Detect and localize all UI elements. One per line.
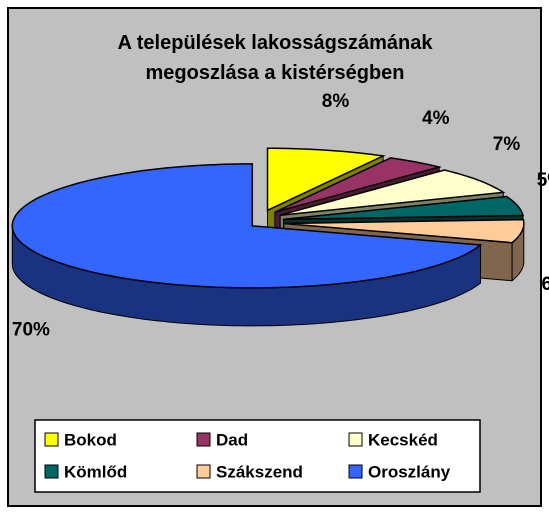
legend-label: Kömlőd [64,462,127,481]
data-label: 4% [422,108,450,129]
legend-label: Dad [216,430,248,449]
legend-label: Szákszend [216,462,303,481]
legend-label: Kecskéd [368,430,438,449]
slice [283,218,525,244]
legend-swatch [44,432,59,447]
legend [34,419,481,493]
legend-swatch [196,432,211,447]
chart-title: A települések lakosságszámának megoszlás… [117,32,433,84]
slice [11,163,483,289]
data-label: 7% [493,134,521,155]
legend-swatch [348,464,363,479]
slice [266,147,386,212]
data-label: 5% [537,170,549,191]
data-label: 6% [542,274,549,295]
slice [283,195,524,221]
legend-label: Bokod [64,430,117,449]
legend-swatch [44,464,59,479]
legend-swatch [348,432,363,447]
data-label: 8% [322,91,350,112]
slice [280,169,506,216]
legend-label: Oroszlány [368,462,451,481]
data-label: 70% [12,320,50,341]
legend-swatch [196,464,211,479]
slice [274,157,443,213]
